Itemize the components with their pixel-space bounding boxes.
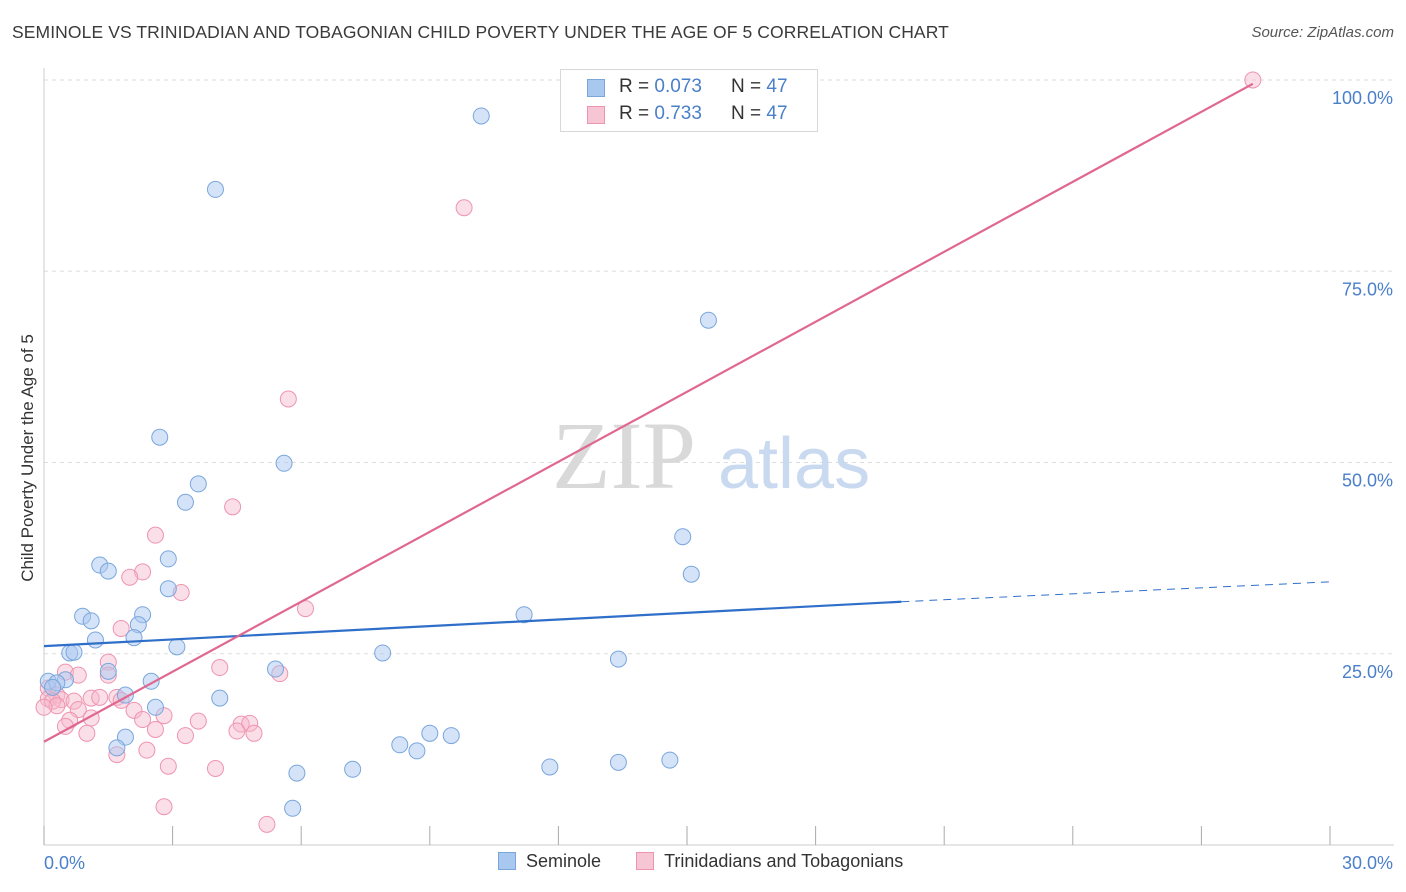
legend-stats: R = 0.073 N = 47 R = 0.733 N = 47	[560, 69, 818, 132]
seminole-point	[391, 736, 409, 754]
seminole-point	[99, 662, 117, 680]
trini-point	[65, 692, 83, 710]
seminole-point	[65, 643, 83, 661]
trini-n: N = 47	[731, 103, 788, 124]
trini-point	[112, 620, 130, 638]
legend-series: Seminole Trinidadians and Tobagonians	[498, 851, 933, 872]
seminole-point	[609, 650, 627, 668]
trini-point	[211, 659, 229, 677]
trini-point	[125, 701, 143, 719]
seminole-point	[275, 454, 293, 472]
seminole-point	[472, 107, 490, 125]
grid-layer	[44, 79, 1394, 655]
seminole-point	[159, 580, 177, 598]
seminole-point	[86, 631, 104, 649]
seminole-point	[108, 739, 126, 757]
seminole-point	[146, 698, 164, 716]
trini-point	[159, 757, 177, 775]
seminole-trend-extension	[901, 581, 1331, 603]
trini-point	[35, 698, 53, 716]
trini-point	[134, 563, 152, 581]
seminole-point	[266, 660, 284, 678]
seminole-legend-swatch	[498, 852, 516, 870]
trini-point	[455, 199, 473, 217]
y-tick-label: 25.0%	[1342, 662, 1393, 682]
seminole-point	[344, 760, 362, 778]
tick-labels: 25.0% 50.0% 75.0% 100.0% 0.0% 30.0%	[44, 88, 1393, 873]
x-tick-label: 0.0%	[44, 853, 85, 873]
seminole-trend-line	[43, 600, 902, 648]
seminole-point	[159, 550, 177, 568]
seminole-point	[288, 764, 306, 782]
seminole-point	[206, 180, 224, 198]
trini-point	[1244, 71, 1262, 89]
y-tick-label: 100.0%	[1332, 88, 1393, 108]
trini-point	[78, 724, 96, 742]
seminole-point	[682, 565, 700, 583]
seminole-r: R = 0.073	[619, 76, 702, 97]
seminole-point	[168, 638, 186, 656]
trini-swatch	[587, 106, 605, 124]
seminole-point	[151, 428, 169, 446]
trini-point	[241, 714, 259, 732]
seminole-swatch	[587, 79, 605, 97]
trini-point	[146, 720, 164, 738]
seminole-point	[609, 753, 627, 771]
trini-point	[224, 498, 242, 516]
trini-point	[279, 390, 297, 408]
trini-legend-swatch	[636, 852, 655, 870]
seminole-point	[284, 799, 302, 817]
trini-point	[121, 568, 139, 586]
seminole-point	[189, 475, 207, 493]
trini-point	[258, 815, 276, 833]
trini-point	[176, 727, 194, 745]
seminole-point	[44, 678, 62, 696]
seminole-point	[661, 751, 679, 769]
trini-point	[206, 760, 224, 777]
seminole-point	[125, 629, 143, 647]
trend-lines	[43, 82, 1331, 743]
trini-point	[146, 526, 164, 544]
seminole-point	[99, 562, 117, 580]
seminole-point	[674, 528, 692, 546]
seminole-point	[541, 758, 559, 776]
source-label: Source: ZipAtlas.com	[1251, 24, 1394, 41]
trini-point	[48, 697, 66, 715]
trini-point	[228, 722, 246, 740]
seminole-point	[211, 689, 229, 707]
legend-item-seminole[interactable]: Seminole	[498, 851, 601, 872]
trini-r: R = 0.733	[619, 103, 702, 124]
trini-point	[91, 688, 109, 706]
seminole-point	[442, 727, 460, 745]
y-axis-label: Child Poverty Under the Age of 5	[18, 334, 37, 582]
seminole-point	[421, 724, 439, 742]
seminole-point	[176, 493, 194, 511]
legend-item-trini[interactable]: Trinidadians and Tobagonians	[636, 851, 903, 872]
trini-point	[189, 712, 207, 730]
trini-point	[134, 711, 152, 729]
seminole-point	[699, 311, 717, 329]
y-tick-label: 75.0%	[1342, 279, 1393, 299]
seminole-point	[374, 644, 392, 662]
chart-title: SEMINOLE VS TRINIDADIAN AND TOBAGONIAN C…	[12, 22, 949, 42]
trini-point	[245, 724, 263, 742]
seminole-n: N = 47	[731, 76, 788, 97]
trini-point	[82, 689, 100, 707]
seminole-point	[408, 742, 426, 760]
seminole-point	[82, 612, 100, 630]
trini-point	[138, 741, 156, 759]
trini-point	[52, 691, 70, 709]
x-tick-label: 30.0%	[1342, 853, 1393, 873]
trini-point	[155, 798, 173, 816]
trini-trend-line	[43, 82, 1254, 743]
watermark-atlas: atlas	[718, 424, 870, 504]
y-tick-label: 50.0%	[1342, 471, 1393, 491]
seminole-point	[515, 606, 533, 624]
watermark-zip: ZIP	[552, 402, 696, 509]
